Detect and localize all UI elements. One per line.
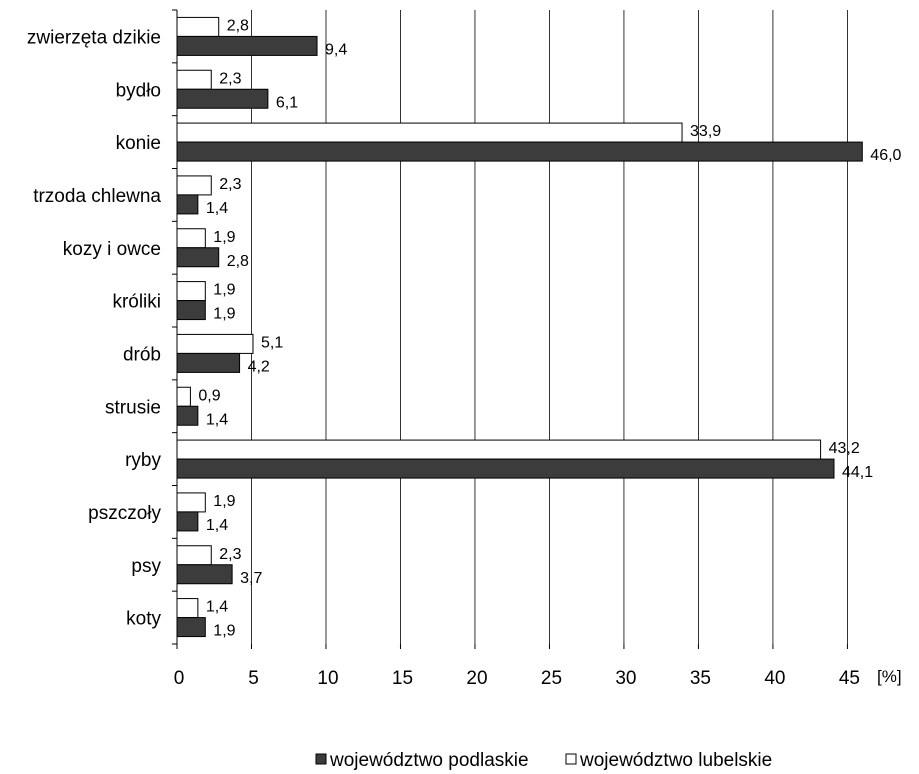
x-tick-label: 30: [615, 668, 636, 689]
grid-lines: [251, 10, 848, 644]
category-label: kozy i owce: [63, 239, 161, 260]
bar-lubelskie: [176, 281, 206, 302]
x-tick-label: 45: [839, 668, 860, 689]
tick-labels: 0 5 10 15 20 25 30 35 40 45: [174, 668, 860, 689]
data-label-podlaskie: 3,7: [240, 570, 262, 587]
x-tick-label: 25: [541, 668, 562, 689]
bar-lubelskie: [176, 386, 191, 407]
x-tick-label: 40: [764, 668, 785, 689]
data-label-podlaskie: 46,0: [870, 147, 901, 164]
bar-podlaskie: [176, 458, 835, 479]
legend-label: województwo podlaskie: [329, 750, 529, 771]
bar-podlaskie: [176, 300, 206, 321]
category-label: zwierzęta dzikie: [27, 27, 161, 48]
category-label: psy: [131, 556, 161, 577]
data-label-podlaskie: 1,4: [206, 411, 228, 428]
data-label-lubelskie: 2,3: [219, 546, 241, 563]
bar-lubelskie: [176, 333, 254, 354]
x-tick-label: 10: [317, 668, 338, 689]
bar-lubelskie: [176, 16, 220, 37]
bar-lubelskie: [176, 598, 199, 619]
bar-podlaskie: [176, 247, 220, 268]
x-tick-label: 5: [248, 668, 259, 689]
x-tick-label: 20: [466, 668, 487, 689]
bar-podlaskie: [176, 352, 241, 373]
bar-lubelskie: [176, 175, 212, 196]
data-label-lubelskie: 2,8: [227, 17, 249, 34]
x-tick-label: 0: [174, 668, 185, 689]
data-label-lubelskie: 1,4: [206, 599, 228, 616]
category-label: trzoda chlewna: [33, 186, 161, 207]
category-label: pszczoły: [88, 503, 161, 524]
category-label: ryby: [125, 450, 161, 471]
category-label: drób: [123, 344, 161, 365]
bar-podlaskie: [176, 88, 269, 109]
bar-podlaskie: [176, 617, 206, 638]
category-label: koty: [126, 609, 161, 630]
bar-lubelskie: [176, 69, 212, 90]
data-label-podlaskie: 9,4: [325, 41, 347, 58]
legend: województwo podlaskie województwo lubelsk…: [315, 750, 772, 771]
bar-podlaskie: [176, 511, 199, 532]
data-label-lubelskie: 1,9: [213, 229, 235, 246]
data-label-podlaskie: 2,8: [227, 253, 249, 270]
data-label-lubelskie: 2,3: [219, 70, 241, 87]
data-label-lubelskie: 2,3: [219, 176, 241, 193]
data-label-podlaskie: 1,9: [213, 623, 235, 640]
data-label-lubelskie: 1,9: [213, 493, 235, 510]
data-label-podlaskie: 6,1: [276, 94, 298, 111]
data-label-podlaskie: 4,2: [248, 358, 270, 375]
bar-lubelskie: [176, 122, 683, 143]
bar-lubelskie: [176, 545, 212, 566]
data-labels: 2,8 9,4 2,3 6,1 33,9 46,0 2,3 1,4 1,9 2,8 1,9 1,9 5,…: [198, 17, 901, 639]
bar-podlaskie: [176, 564, 233, 585]
category-label: strusie: [105, 397, 161, 418]
data-label-podlaskie: 1,4: [206, 517, 228, 534]
bar-podlaskie: [176, 405, 199, 426]
x-tick-label: 15: [392, 668, 413, 689]
data-label-podlaskie: 44,1: [842, 464, 873, 481]
bar-lubelskie: [176, 228, 206, 249]
category-labels: zwierzęta dzikie bydło konie trzoda chlewna…: [27, 27, 162, 629]
data-label-lubelskie: 0,9: [198, 387, 220, 404]
legend-swatch: [565, 753, 577, 765]
x-tick-label: 35: [690, 668, 711, 689]
category-label: bydło: [116, 80, 161, 101]
data-label-lubelskie: 43,2: [829, 440, 860, 457]
legend-label: województwo lubelskie: [579, 750, 772, 771]
bar-podlaskie: [176, 35, 318, 56]
bar-lubelskie: [176, 492, 206, 513]
x-unit-label: [%]: [877, 667, 902, 686]
axes: [172, 9, 848, 649]
data-label-podlaskie: 1,4: [206, 200, 228, 217]
data-label-lubelskie: 1,9: [213, 282, 235, 299]
bar-podlaskie: [176, 194, 199, 215]
bar-podlaskie: [176, 141, 863, 162]
bar-lubelskie: [176, 439, 822, 460]
data-label-lubelskie: 5,1: [261, 334, 283, 351]
legend-swatch: [315, 753, 327, 765]
category-label: konie: [116, 133, 161, 154]
data-label-lubelskie: 33,9: [690, 123, 721, 140]
category-label: króliki: [112, 292, 161, 313]
data-label-podlaskie: 1,9: [213, 306, 235, 323]
